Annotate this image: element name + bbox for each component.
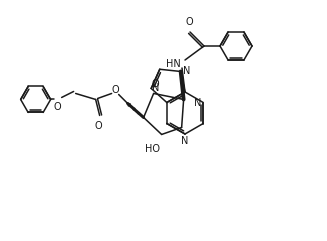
Text: N: N [152,83,160,94]
Text: O: O [54,102,61,113]
Text: HO: HO [145,144,160,154]
Text: O: O [95,121,102,132]
Text: O: O [112,86,119,95]
Text: N: N [181,136,189,146]
Text: HN: HN [166,59,181,69]
Text: O: O [185,17,193,27]
Text: N: N [194,98,201,107]
Text: O: O [152,80,160,89]
Text: N: N [183,67,190,76]
